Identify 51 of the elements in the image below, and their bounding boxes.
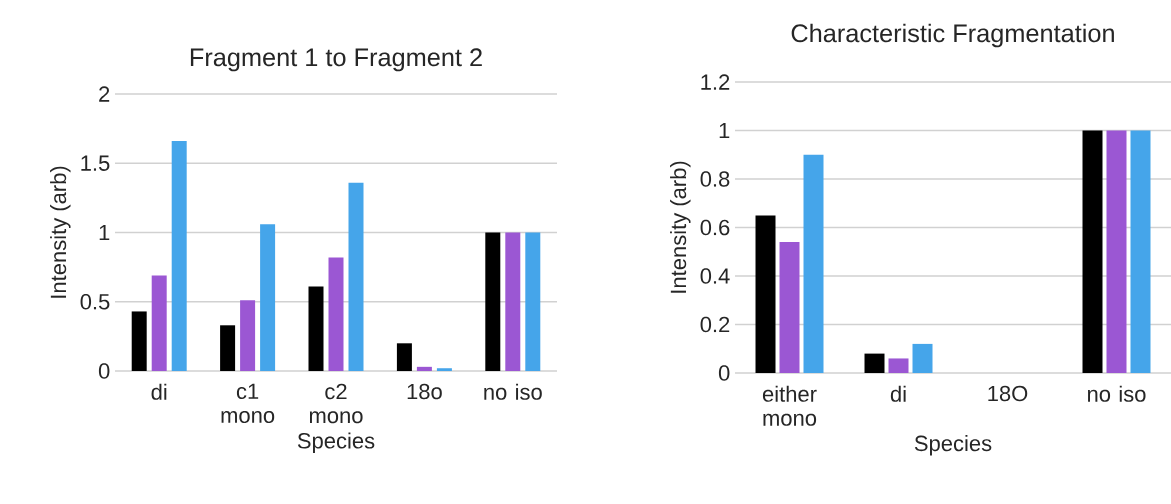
y-tick-label: 1 (99, 224, 110, 241)
y-tick-label: 0.5 (80, 293, 110, 310)
y-axis-title: Intensity (arb) (670, 161, 691, 293)
bar (436, 368, 452, 371)
bar (328, 257, 344, 371)
bar (416, 366, 432, 371)
x-tick-label: 18O (988, 385, 1028, 402)
x-tick-label: no iso (1088, 385, 1146, 402)
x-axis-title: Species (297, 432, 375, 453)
bar (171, 141, 187, 371)
bar (1130, 130, 1151, 373)
x-tick-label: di (890, 385, 906, 402)
bar (779, 242, 800, 373)
bar (131, 311, 147, 371)
bar (348, 182, 364, 371)
bar (505, 232, 521, 371)
x-axis-title: Species (914, 435, 992, 456)
y-tick-label: 0.2 (700, 316, 730, 333)
y-tick-label: 0 (98, 363, 110, 379)
bar (308, 286, 324, 371)
bar (525, 232, 541, 371)
x-tick-label: 18o (407, 383, 442, 400)
bar (1082, 130, 1103, 373)
x-tick-label: either mono (762, 385, 817, 426)
x-tick-label: di (151, 383, 167, 400)
bar (396, 343, 412, 371)
bar (1106, 130, 1127, 373)
bar (888, 358, 909, 373)
x-tick-label: c2 mono (309, 383, 363, 424)
y-tick-label: 0 (718, 365, 730, 381)
y-axis-title: Intensity (arb) (50, 166, 71, 298)
bar (755, 215, 776, 373)
bar (151, 275, 167, 371)
bar (864, 353, 885, 373)
bar (220, 325, 236, 371)
bar (260, 224, 276, 371)
y-tick-label: 2 (99, 86, 110, 102)
y-tick-label: 0.6 (700, 219, 730, 236)
chart-title: Fragment 1 to Fragment 2 (190, 48, 482, 72)
bar (485, 232, 501, 371)
x-tick-label: no iso (484, 383, 542, 400)
bar (240, 300, 256, 371)
y-tick-label: 1.2 (701, 74, 730, 90)
bar (803, 154, 824, 373)
y-tick-label: 1 (719, 122, 730, 139)
y-tick-label: 1.5 (81, 155, 110, 171)
y-tick-label: 0.4 (700, 268, 730, 284)
bar (912, 343, 933, 373)
x-tick-label: c1 mono (221, 383, 275, 424)
y-tick-label: 0.8 (700, 171, 730, 187)
chart-title: Characteristic Fragmentation (791, 23, 1114, 48)
